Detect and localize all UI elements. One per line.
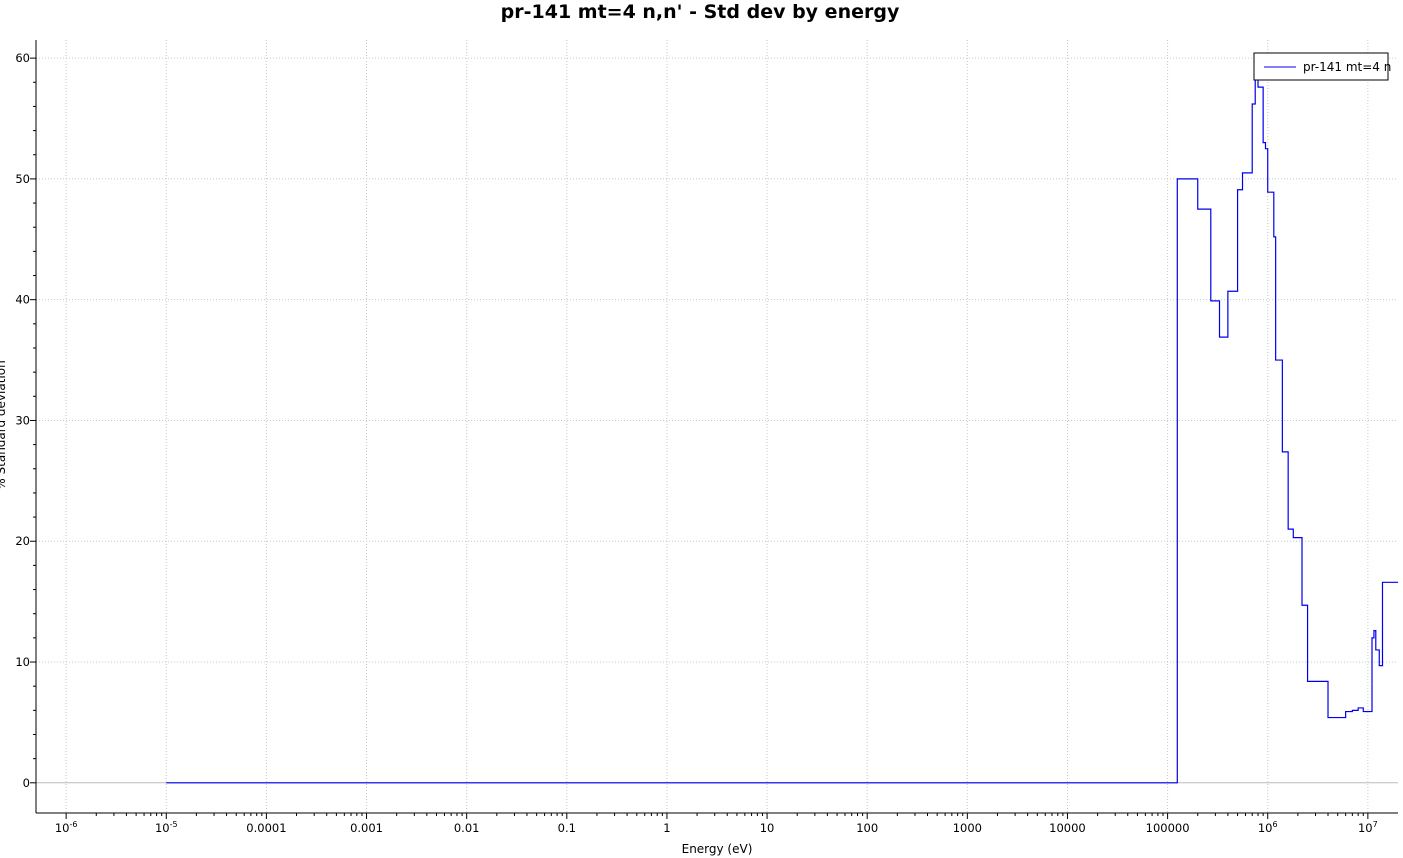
x-tick-label: 10-5 [155,820,178,835]
y-tick-label: 30 [15,413,30,427]
y-tick-label: 0 [23,776,30,790]
y-axis-ticks: 0 10 20 30 40 50 60 [15,51,36,790]
legend-label: pr-141 mt=4 n [1303,60,1391,74]
x-tick-label: 10-6 [55,820,78,835]
x-tick-label: 0.1 [558,821,576,835]
x-tick-label: 106 [1258,820,1278,835]
legend[interactable]: pr-141 mt=4 n [1253,52,1391,81]
grid-lines [36,40,1398,813]
x-tick-label: 0.01 [454,821,480,835]
series-layer [166,74,1398,784]
x-tick-label: 100000 [1146,821,1190,835]
x-tick-label: 0.0001 [246,821,286,835]
x-tick-label: 1 [663,821,670,835]
x-axis-label: Energy (eV) [682,842,753,856]
x-axis-ticks: 10-6 10-5 0.0001 0.001 0.01 0.1 1 10 100 1000 1000… [55,813,1378,835]
y-tick-label: 50 [15,172,30,186]
x-tick-label: 0.001 [350,821,383,835]
y-tick-label: 40 [15,293,30,307]
axes [35,40,1398,814]
y-axis-label: % Standard deviation [0,360,8,489]
series-line-0 [166,74,1398,784]
x-tick-label: 10 [760,821,775,835]
chart-title: pr-141 mt=4 n,n' - Std dev by energy [501,1,900,23]
y-tick-label: 20 [15,534,30,548]
y-tick-label: 60 [15,51,30,65]
x-tick-label: 107 [1358,820,1378,835]
x-tick-label: 10000 [1049,821,1086,835]
x-tick-label: 100 [856,821,878,835]
y-tick-label: 10 [15,655,30,669]
x-tick-label: 1000 [953,821,982,835]
